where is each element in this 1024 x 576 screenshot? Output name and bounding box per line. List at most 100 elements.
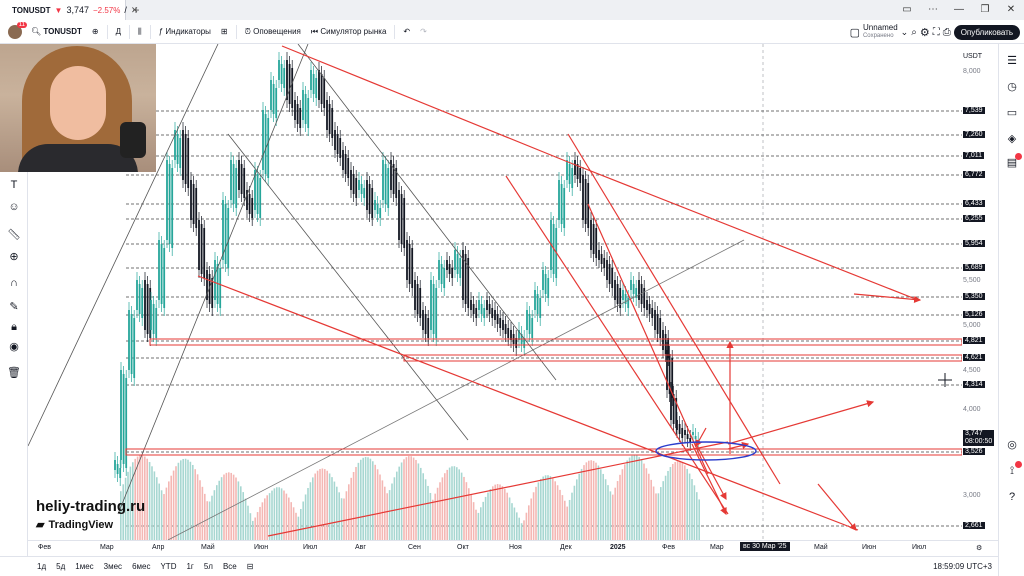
volume-bar [163, 494, 165, 540]
range-button[interactable]: 5д [56, 562, 66, 571]
text-tool-icon[interactable]: T [10, 179, 18, 191]
publish-button[interactable]: Опубликовать [953, 24, 1020, 40]
price-tick-label: 8,000 [963, 68, 981, 75]
notifications-icon[interactable]: ▤ [1005, 153, 1022, 170]
level-price-label: 7,539 [963, 107, 985, 114]
screen-icon[interactable]: ▭ [902, 4, 912, 15]
fullscreen-icon[interactable]: ⛶ [932, 26, 940, 38]
price-chart[interactable] [28, 44, 962, 540]
alerts-button[interactable]: ⏰︎ Оповещения [240, 20, 306, 44]
redo-button[interactable]: ↷ [415, 20, 432, 44]
magnet-icon[interactable]: ∩ [10, 277, 18, 289]
volume-bar [417, 463, 420, 540]
eye-icon[interactable]: ◉ [9, 341, 19, 353]
undo-button[interactable]: ↶ [398, 20, 415, 44]
zoom-icon[interactable]: ⊕ [9, 251, 19, 263]
close-window-icon[interactable]: ✕ [1006, 4, 1016, 15]
browser-tab[interactable]: TONUSDT ▼ 3,747 −2.57% / ✕ [0, 0, 138, 20]
candle-body [350, 170, 352, 190]
help-icon[interactable]: ? [1008, 491, 1016, 503]
settings-gear-icon[interactable]: ⚙︎ [976, 545, 983, 552]
volume-bar [436, 487, 439, 540]
close-tab-icon[interactable]: ✕ [130, 4, 139, 15]
layers-icon[interactable]: ◈ [1007, 133, 1017, 145]
range-button[interactable]: 1д [37, 562, 47, 571]
candle-body [243, 168, 246, 198]
volume-bar [434, 493, 436, 540]
candle-body [486, 300, 488, 310]
watchlist-icon[interactable]: ☰ [1007, 55, 1017, 67]
price-scale[interactable]: USDT 8,000 5,500 5,000 4,500 4,000 3,000 7,539… [962, 44, 998, 540]
level-price-label: 6,772 [963, 171, 985, 178]
candle-body [416, 284, 419, 314]
range-button[interactable]: Все [222, 562, 237, 571]
trash-icon[interactable]: 🗑︎ [7, 367, 21, 379]
restore-icon[interactable]: ❐ [980, 4, 990, 15]
symbol-label: TONUSDT [43, 27, 82, 36]
ruler-icon[interactable]: 📏︎ [7, 229, 21, 241]
candle-body [611, 268, 614, 288]
chart-type-button[interactable]: ⫼ [133, 20, 147, 44]
range-button[interactable]: 1мес [75, 562, 94, 571]
range-button[interactable]: 1г [186, 562, 194, 571]
avatar[interactable]: 11 [8, 21, 27, 39]
level-price-label: 6,255 [963, 215, 985, 222]
volume-bar [225, 472, 228, 540]
range-button[interactable]: 3мес [103, 562, 123, 571]
lock-icon[interactable]: 🔒︎ [11, 321, 17, 333]
candle-body [390, 160, 392, 190]
candle-body [678, 424, 681, 434]
volume-bar [199, 480, 201, 540]
menu-dots-icon[interactable]: ⋯ [928, 4, 938, 15]
minimize-icon[interactable]: — [954, 4, 964, 15]
new-tab-icon[interactable]: + [132, 3, 140, 17]
layout-name-button[interactable]: Unnamed Сохранено [863, 24, 898, 40]
camera-icon[interactable]: ⎙ [942, 26, 951, 38]
search-icon[interactable]: ⌕ [911, 26, 917, 38]
volume-bar [364, 456, 367, 540]
volume-bar [628, 457, 631, 540]
gear-icon[interactable]: ⚙︎ [919, 26, 930, 39]
range-button[interactable]: YTD [160, 562, 177, 571]
signal-icon[interactable]: ⟟ [1005, 461, 1022, 478]
indicators-button[interactable]: ƒ Индикаторы [154, 20, 216, 44]
symbol-search-button[interactable]: 🔍︎ TONUSDT [26, 20, 87, 44]
candle-body [574, 160, 576, 175]
target-icon[interactable]: ◎ [1007, 439, 1017, 451]
candle-body [254, 170, 256, 210]
candle-body [310, 70, 312, 90]
templates-button[interactable]: ⊞ [216, 20, 233, 44]
interval-button[interactable]: Д [115, 27, 122, 36]
range-button[interactable]: 6мес [132, 562, 151, 571]
volume-bar [396, 471, 398, 540]
chevron-down-icon[interactable]: ⌄ [900, 26, 909, 37]
candle-body [376, 204, 379, 214]
layout-square-icon[interactable]: ▢ [849, 26, 860, 39]
time-tick-label: Окт [457, 544, 469, 551]
emoji-icon[interactable]: ☺ [8, 201, 20, 213]
red-trendline [505, 175, 729, 515]
candle-body [200, 224, 203, 274]
candle-body [155, 308, 158, 338]
chat-icon[interactable]: ▭ [1006, 107, 1018, 119]
red-trendline [587, 203, 709, 475]
volume-bar [213, 490, 216, 540]
candle-body [119, 468, 122, 478]
price-tick-label: 5,000 [963, 322, 981, 329]
replay-button[interactable]: ⏮ Симулятор рынка [306, 20, 392, 44]
calendar-icon[interactable]: ⊟ [246, 562, 254, 571]
alerts-clock-icon[interactable]: ◷ [1007, 81, 1017, 93]
candle-body [251, 198, 254, 218]
candle-body [595, 228, 598, 258]
divider [235, 24, 237, 39]
compare-symbol-button[interactable]: ⊕ [87, 20, 104, 44]
alarm-icon: ⏰︎ [244, 26, 251, 36]
volume-bar [372, 461, 374, 540]
range-button[interactable]: 5л [203, 562, 213, 571]
volume-bar [264, 498, 266, 540]
time-scale[interactable]: вс 30 Мар '25 ⚙︎ Фев Мар Апр Май Июн Июл Авг Се… [28, 540, 998, 556]
time-tick-label: Фев [662, 544, 675, 551]
volume-bar [280, 488, 283, 540]
pencil-lock-icon[interactable]: ✎ [9, 301, 19, 313]
candle-body [326, 100, 328, 130]
